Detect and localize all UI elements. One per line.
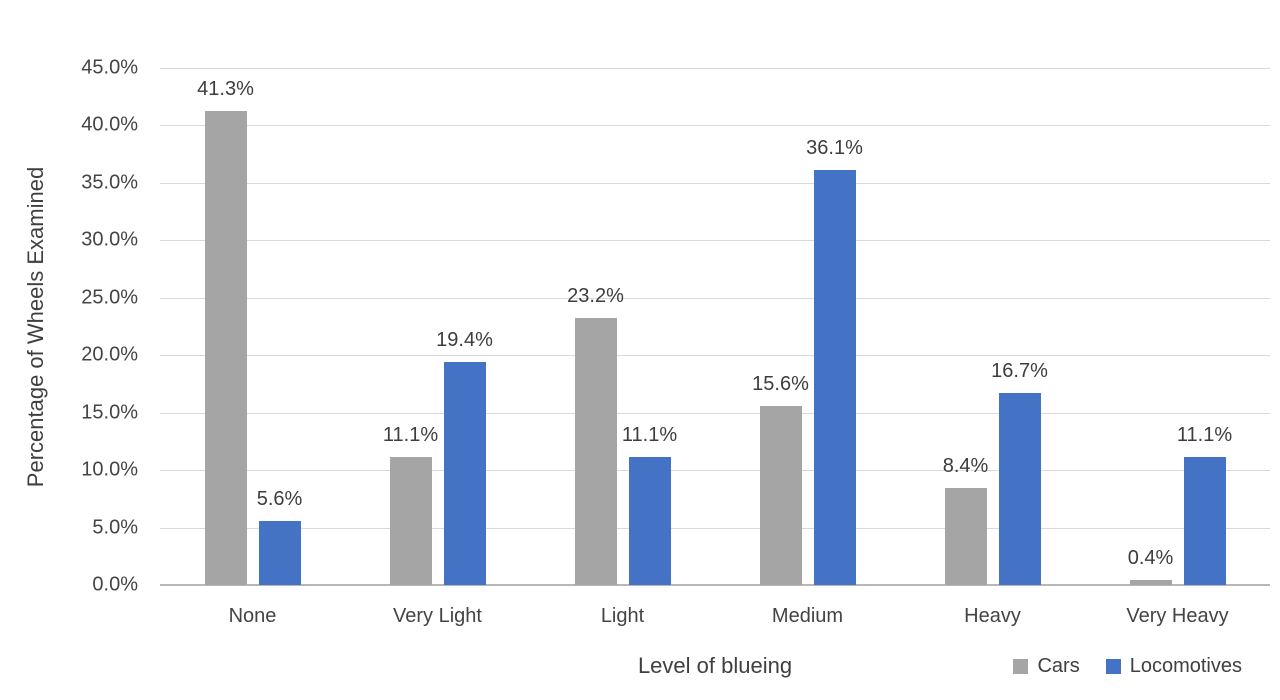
data-label-locomotives: 5.6% bbox=[256, 488, 303, 510]
bar-locomotives bbox=[628, 457, 671, 585]
legend-label-cars: Cars bbox=[1037, 655, 1080, 677]
data-label-locomotives: 11.1% bbox=[621, 424, 678, 446]
gridline bbox=[160, 470, 1270, 472]
y-tick-label: 25.0% bbox=[81, 286, 138, 309]
data-label-cars: 11.1% bbox=[382, 424, 439, 446]
data-label-cars: 8.4% bbox=[942, 455, 989, 477]
data-label-locomotives: 16.7% bbox=[991, 360, 1048, 382]
gridline bbox=[160, 527, 1270, 529]
bar-cars bbox=[204, 111, 247, 585]
y-tick-label: 20.0% bbox=[81, 343, 138, 366]
gridline bbox=[160, 297, 1270, 299]
x-axis-line bbox=[160, 584, 1270, 586]
y-tick-label: 40.0% bbox=[81, 113, 138, 136]
x-tick-label: Medium bbox=[771, 605, 844, 627]
data-label-locomotives: 19.4% bbox=[436, 329, 493, 351]
gridline bbox=[160, 412, 1270, 414]
legend-item-cars: Cars bbox=[1013, 655, 1080, 678]
data-label-locomotives: 36.1% bbox=[806, 137, 863, 159]
y-tick-label: 30.0% bbox=[81, 228, 138, 251]
data-label-cars: 15.6% bbox=[752, 373, 809, 395]
gridline bbox=[160, 355, 1270, 357]
bar-cars bbox=[389, 457, 432, 585]
x-tick-label: Very Light bbox=[393, 605, 482, 627]
x-tick-label: Heavy bbox=[964, 605, 1021, 627]
bar-locomotives bbox=[998, 393, 1041, 585]
y-tick-label: 10.0% bbox=[81, 458, 138, 481]
data-label-cars: 23.2% bbox=[567, 285, 624, 307]
legend-swatch-cars bbox=[1013, 659, 1029, 674]
gridline bbox=[160, 240, 1270, 242]
y-tick-label: 45.0% bbox=[81, 56, 138, 79]
bar-cars bbox=[1129, 580, 1172, 585]
x-tick-label: None bbox=[228, 605, 277, 627]
bar-locomotives bbox=[1183, 457, 1226, 585]
gridline bbox=[160, 182, 1270, 184]
data-label-cars: 41.3% bbox=[197, 78, 254, 100]
legend-swatch-locomotives bbox=[1105, 659, 1121, 674]
y-tick-label: 0.0% bbox=[92, 573, 138, 596]
bar-locomotives bbox=[443, 362, 486, 585]
legend: Cars Locomotives bbox=[1013, 655, 1242, 678]
bar-cars bbox=[574, 318, 617, 585]
gridline bbox=[160, 68, 1270, 69]
legend-label-locomotives: Locomotives bbox=[1129, 655, 1242, 677]
bar-cars bbox=[759, 406, 802, 585]
x-tick-label: Very Heavy bbox=[1126, 605, 1229, 627]
y-tick-label: 5.0% bbox=[92, 516, 138, 539]
x-tick-label: Light bbox=[600, 605, 645, 627]
data-label-cars: 0.4% bbox=[1127, 547, 1174, 569]
y-axis-title: Percentage of Wheels Examined bbox=[23, 166, 48, 488]
bar-locomotives bbox=[813, 170, 856, 585]
bar-cars bbox=[944, 488, 987, 585]
data-label-locomotives: 11.1% bbox=[1176, 424, 1233, 446]
y-tick-label: 15.0% bbox=[81, 401, 138, 424]
x-axis-title: Level of blueing bbox=[637, 653, 793, 678]
y-tick-label: 35.0% bbox=[81, 171, 138, 194]
bar-locomotives bbox=[258, 521, 301, 585]
gridline bbox=[160, 125, 1270, 127]
legend-item-locomotives: Locomotives bbox=[1105, 655, 1242, 678]
